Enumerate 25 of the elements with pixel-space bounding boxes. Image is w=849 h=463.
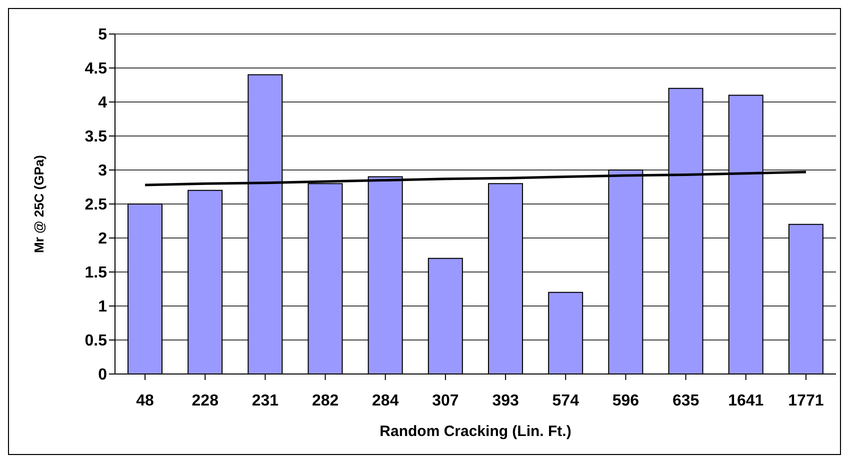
y-tick-label: 3.5 bbox=[84, 128, 108, 146]
x-tick-label: 1771 bbox=[788, 392, 824, 410]
y-tick-label: 2.5 bbox=[84, 196, 108, 214]
y-tick-label: 2 bbox=[98, 230, 108, 248]
y-tick-label: 4.5 bbox=[84, 60, 108, 78]
y-tick-label: 1 bbox=[98, 298, 108, 316]
x-tick-label: 574 bbox=[552, 392, 580, 410]
y-tick-label: 1.5 bbox=[84, 264, 108, 282]
x-tick-label: 284 bbox=[372, 392, 399, 410]
y-tick-label: 5 bbox=[98, 26, 108, 44]
x-tick-label: 282 bbox=[312, 392, 339, 410]
x-tick-label: 596 bbox=[612, 392, 640, 410]
y-tick-label: 4 bbox=[98, 94, 108, 112]
x-tick-label: 231 bbox=[252, 392, 279, 410]
x-tick-label: 48 bbox=[136, 392, 154, 410]
x-tick-label: 1641 bbox=[728, 392, 764, 410]
y-tick-label: 0.5 bbox=[84, 332, 108, 350]
x-tick-label: 228 bbox=[192, 392, 219, 410]
x-axis-title: Random Cracking (Lin. Ft.) bbox=[380, 423, 572, 440]
x-tick-label: 307 bbox=[432, 392, 459, 410]
y-tick-label: 0 bbox=[98, 366, 108, 384]
x-tick-label: 393 bbox=[492, 392, 519, 410]
x-tick-label: 635 bbox=[672, 392, 700, 410]
y-tick-label: 3 bbox=[98, 162, 108, 180]
y-axis-title: Mr @ 25C (GPa) bbox=[32, 155, 47, 253]
